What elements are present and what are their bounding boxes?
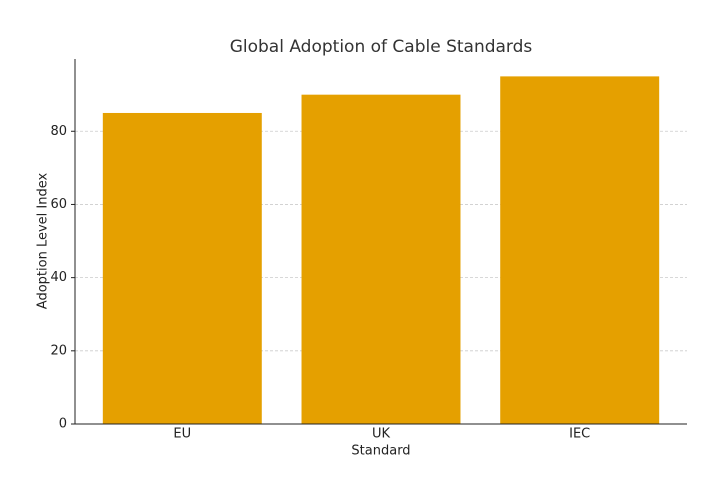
x-tick-label: UK (372, 427, 391, 442)
chart-title: Global Adoption of Cable Standards (230, 37, 533, 57)
y-tick-label: 60 (50, 197, 67, 212)
y-tick-label: 80 (50, 124, 67, 139)
bar (301, 94, 461, 424)
y-tick-label: 40 (50, 270, 67, 285)
y-axis-label: Adoption Level Index (36, 173, 51, 310)
bar (102, 112, 262, 425)
x-tick-label: EU (173, 427, 191, 442)
y-tick-label: 20 (50, 343, 67, 358)
x-tick-label: IEC (569, 427, 590, 442)
bar (500, 76, 660, 424)
y-tick-label: 0 (59, 417, 67, 432)
x-axis-label: Standard (351, 444, 410, 459)
